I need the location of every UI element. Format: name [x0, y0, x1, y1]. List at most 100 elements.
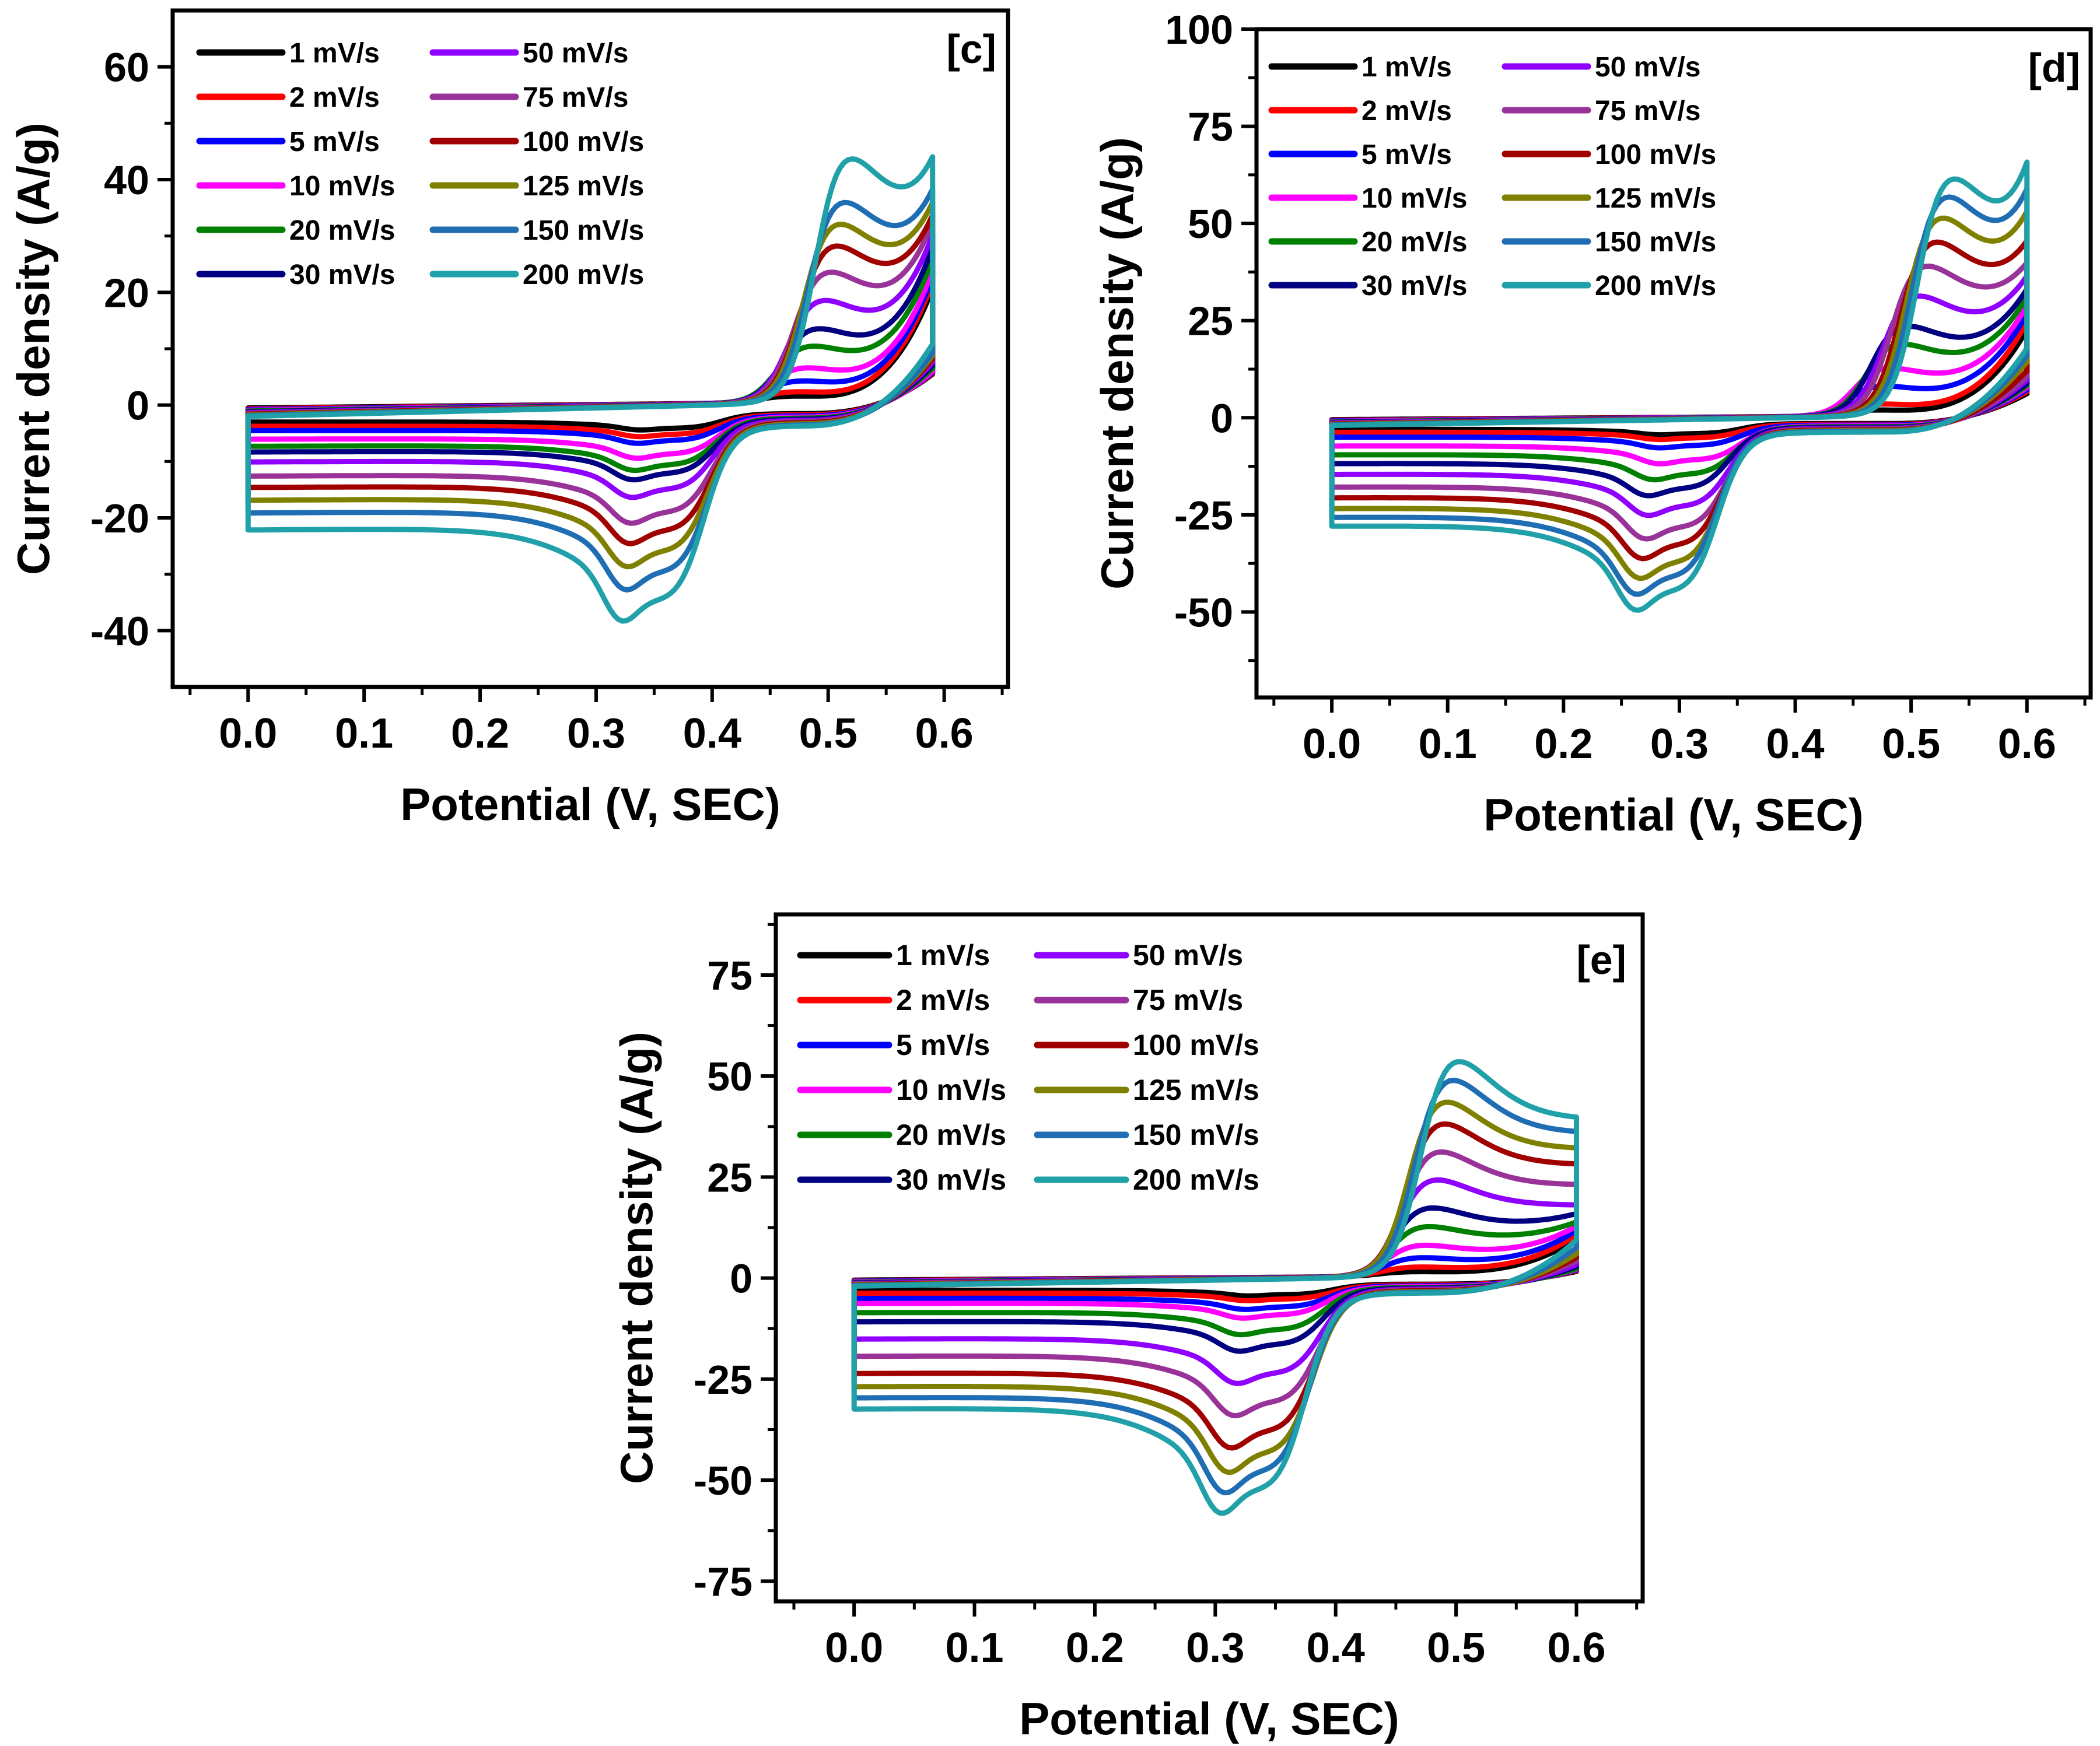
x-axis-title: Potential (V, SEC) — [1019, 1693, 1399, 1744]
y-tick-label: 0 — [127, 383, 149, 429]
panel-label: [e] — [1576, 937, 1626, 983]
cv-curves — [1329, 159, 2030, 613]
x-tick-label: 0.6 — [915, 710, 974, 757]
cv-curves — [245, 154, 936, 624]
legend-entry: 30 mV/s — [1362, 271, 1467, 301]
legend-entry: 5 mV/s — [1362, 139, 1452, 170]
y-tick-label: 50 — [707, 1054, 752, 1099]
y-tick-label: -25 — [694, 1357, 752, 1403]
y-tick-label: -50 — [694, 1458, 752, 1503]
cv-curve-200-mv-s — [851, 1059, 1579, 1516]
y-tick-label: 0 — [1210, 395, 1233, 441]
legend-entry: 2 mV/s — [289, 82, 380, 113]
cv-curve-50-mv-s — [1329, 273, 2030, 518]
y-tick-label: 20 — [104, 270, 149, 315]
legend-entry: 50 mV/s — [1595, 52, 1700, 83]
y-tick-label: -50 — [1174, 590, 1233, 635]
y-tick-label: 25 — [707, 1155, 752, 1200]
legend: 1 mV/s 2 mV/s 5 mV/s 10 mV/s 20 mV/s 30 mV/s 5… — [196, 38, 644, 290]
legend-entry: 75 mV/s — [1133, 984, 1243, 1016]
x-tick-label: 0.2 — [451, 710, 509, 757]
panel-label: [c] — [946, 26, 996, 72]
chart-panel-e: 0.0 0.1 0.2 0.3 0.4 0.5 0.6 -75 -50 -25 0 25 50 75 Pot… — [611, 912, 1645, 1744]
y-tick-label: -40 — [90, 608, 149, 654]
x-axis-title: Potential (V, SEC) — [400, 779, 780, 830]
x-tick-label: 0.4 — [1766, 721, 1824, 767]
x-tick-label: 0.1 — [945, 1625, 1003, 1671]
x-tick-label: 0.1 — [1419, 721, 1477, 767]
panel-label: [d] — [2028, 45, 2080, 90]
legend-entry: 75 mV/s — [1595, 96, 1700, 127]
legend-entry: 200 mV/s — [1133, 1163, 1259, 1196]
legend-entry: 10 mV/s — [289, 171, 395, 202]
y-tick-label: 0 — [730, 1256, 752, 1302]
y-tick-label: 75 — [1188, 104, 1233, 150]
x-tick-label: 0.4 — [1307, 1625, 1365, 1671]
legend-entry: 1 mV/s — [289, 38, 380, 69]
y-tick-label: -20 — [90, 496, 149, 541]
y-axis-title: Current density (A/g) — [1091, 137, 1143, 590]
legend-entry: 10 mV/s — [1362, 183, 1467, 214]
legend-entry: 200 mV/s — [523, 260, 644, 290]
y-axis-title: Current density (A/g) — [611, 1032, 662, 1484]
legend-entry: 100 mV/s — [523, 127, 644, 157]
legend-entry: 150 mV/s — [523, 215, 644, 246]
legend-entry: 200 mV/s — [1595, 271, 1716, 301]
y-tick-label: 50 — [1188, 201, 1233, 247]
cv-curves — [851, 1059, 1579, 1516]
legend-entry: 5 mV/s — [896, 1029, 990, 1061]
x-tick-label: 0.2 — [1066, 1625, 1124, 1671]
legend-entry: 125 mV/s — [1133, 1074, 1259, 1106]
y-axis-title: Current density (A/g) — [8, 122, 59, 575]
legend-entry: 5 mV/s — [289, 127, 380, 157]
legend-entry: 50 mV/s — [1133, 939, 1243, 972]
x-tick-label: 0.6 — [1547, 1625, 1605, 1671]
legend-entry: 150 mV/s — [1595, 227, 1716, 258]
legend-entry: 75 mV/s — [523, 82, 628, 113]
y-tick-label: -25 — [1174, 493, 1233, 538]
plot-frame — [774, 912, 1645, 1604]
legend: 1 mV/s 2 mV/s 5 mV/s 10 mV/s 20 mV/s 30 mV/s 5… — [797, 939, 1259, 1196]
x-tick-label: 0.3 — [1186, 1625, 1244, 1671]
x-tick-label: 0.5 — [1427, 1625, 1485, 1671]
legend-entry: 100 mV/s — [1595, 139, 1716, 170]
legend-entry: 1 mV/s — [896, 939, 990, 972]
y-tick-label: -75 — [694, 1559, 752, 1604]
x-tick-label: 0.0 — [825, 1625, 883, 1671]
legend-entry: 20 mV/s — [896, 1119, 1006, 1151]
x-tick-label: 0.5 — [799, 710, 858, 757]
legend-entry: 20 mV/s — [289, 215, 395, 246]
legend-entry: 150 mV/s — [1133, 1119, 1259, 1151]
y-tick-label: 40 — [104, 157, 149, 203]
legend-entry: 125 mV/s — [1595, 183, 1716, 214]
legend-entry: 20 mV/s — [1362, 227, 1467, 258]
legend: 1 mV/s 2 mV/s 5 mV/s 10 mV/s 20 mV/s 30 mV/s 5… — [1268, 52, 1716, 301]
x-tick-label: 0.5 — [1882, 721, 1940, 767]
chart-panel-c: 0.0 0.1 0.2 0.3 0.4 0.5 0.6 -40 -20 0 20 40 60 Potent… — [8, 8, 1010, 830]
x-axis-title: Potential (V, SEC) — [1483, 789, 1864, 840]
legend-entry: 100 mV/s — [1133, 1029, 1259, 1061]
x-tick-label: 0.1 — [335, 710, 393, 757]
x-tick-label: 0.6 — [1998, 721, 2056, 767]
plot-frame — [1254, 27, 2093, 700]
cv-curve-30-mv-s — [1329, 286, 2030, 499]
legend-entry: 30 mV/s — [896, 1163, 1006, 1196]
x-tick-label: 0.0 — [1303, 721, 1361, 767]
cv-curve-200-mv-s — [1329, 159, 2030, 613]
cv-curve-200-mv-s — [245, 154, 936, 624]
x-tick-label: 0.0 — [219, 710, 277, 757]
legend-entry: 10 mV/s — [896, 1074, 1006, 1106]
y-tick-label: 25 — [1188, 299, 1233, 344]
x-tick-label: 0.3 — [567, 710, 625, 757]
x-tick-label: 0.4 — [683, 710, 741, 757]
legend-entry: 125 mV/s — [523, 171, 644, 202]
legend-entry: 30 mV/s — [289, 260, 395, 290]
x-tick-label: 0.2 — [1534, 721, 1592, 767]
y-tick-label: 75 — [707, 953, 752, 998]
legend-entry: 1 mV/s — [1362, 52, 1452, 83]
chart-panel-d: 0.0 0.1 0.2 0.3 0.4 0.5 0.6 -50 -25 0 25 50 75 100 Pot… — [1091, 7, 2093, 840]
legend-entry: 2 mV/s — [896, 984, 990, 1016]
legend-entry: 2 mV/s — [1362, 96, 1452, 127]
y-tick-label: 60 — [104, 45, 149, 90]
